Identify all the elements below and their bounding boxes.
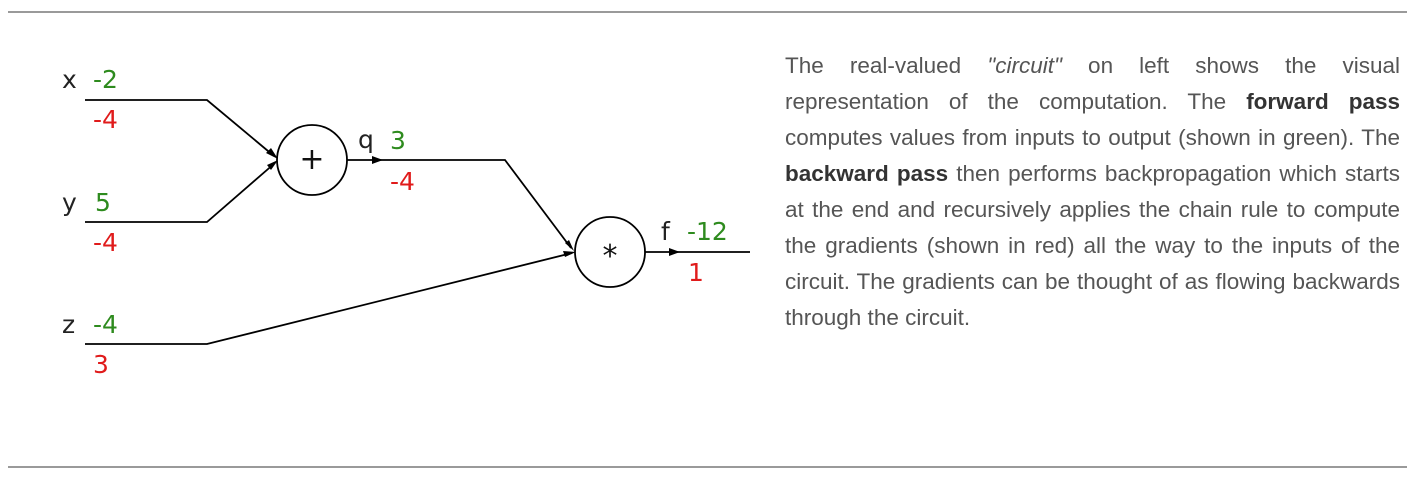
wire-x [85, 99, 275, 157]
caption-text-2: on left shows the visual representation … [785, 53, 1400, 114]
arrowhead-q-in [565, 240, 574, 251]
wire-q [347, 159, 572, 249]
caption-text-3: computes values from inputs to output (s… [785, 125, 1400, 150]
caption-text-4: then performs backpropagation which star… [785, 161, 1400, 330]
intermediate-q-value: 3 [390, 126, 406, 155]
arrowhead-x [266, 148, 278, 159]
input-z-gradient: 3 [93, 350, 109, 379]
multiply-node [574, 216, 646, 288]
output-f-value: -12 [687, 217, 728, 246]
arrowhead-q-out [372, 156, 383, 164]
caption-circuit-term: "circuit" [987, 53, 1062, 78]
output-f-gradient: 1 [688, 258, 704, 287]
bottom-divider [8, 466, 1407, 468]
caption-forward-pass-term: forward pass [1246, 89, 1400, 114]
input-x-name: x [62, 65, 77, 94]
input-x-gradient: -4 [93, 105, 118, 134]
circuit-diagram: + * x -2 -4 y 5 -4 z -4 3 q 3 -4 f -12 1 [62, 65, 750, 379]
caption-text-1: The real-valued [785, 53, 988, 78]
arrowhead-z [563, 251, 576, 257]
caption-paragraph: The real-valued "circuit" on left shows … [785, 48, 1400, 336]
add-symbol: + [299, 142, 324, 177]
input-x-value: -2 [93, 65, 118, 94]
input-y-gradient: -4 [93, 228, 118, 257]
wire-y [85, 162, 276, 223]
output-f-name: f [661, 217, 671, 246]
input-y-name: y [62, 188, 77, 217]
intermediate-q-gradient: -4 [390, 167, 415, 196]
caption-backward-pass-term: backward pass [785, 161, 949, 186]
intermediate-q-name: q [358, 125, 374, 154]
top-divider [8, 11, 1407, 13]
input-z-name: z [62, 310, 75, 339]
multiply-symbol: * [603, 239, 618, 274]
wire-z [85, 252, 573, 345]
add-node [276, 124, 348, 196]
input-z-value: -4 [93, 310, 118, 339]
arrowhead-f-out [669, 248, 680, 256]
arrowhead-y [267, 160, 278, 170]
input-y-value: 5 [95, 188, 111, 217]
